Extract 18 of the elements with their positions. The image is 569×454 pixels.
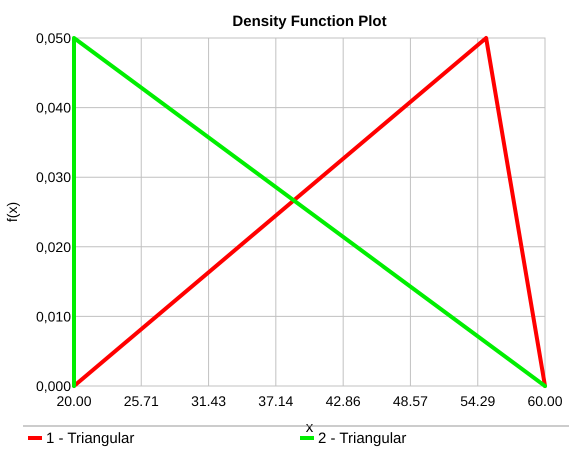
y-tick-label: 0,030 [36,169,72,186]
y-tick-label: 0,050 [36,30,72,46]
x-tick-label: 54.29 [460,393,496,409]
x-tick-label: 37.14 [258,393,294,409]
legend-label: 2 - Triangular [318,430,406,447]
y-tick-label: 0,040 [36,100,72,116]
x-tick-label: 48.57 [392,393,428,409]
y-tick-label: 0,020 [36,238,72,255]
y-tick-label: 0,010 [36,308,72,324]
x-tick-label: 60.00 [527,393,563,409]
x-tick-label: 20.00 [56,393,92,409]
y-tick-label: 0,000 [36,378,72,394]
x-tick-label: 25.71 [124,393,159,409]
chart-title: Density Function Plot [232,13,387,30]
y-axis-title: f(x) [4,202,20,222]
x-tick-label: 42.86 [326,393,361,409]
x-tick-label: 31.43 [191,393,226,409]
legend-label: 1 - Triangular [46,430,134,447]
